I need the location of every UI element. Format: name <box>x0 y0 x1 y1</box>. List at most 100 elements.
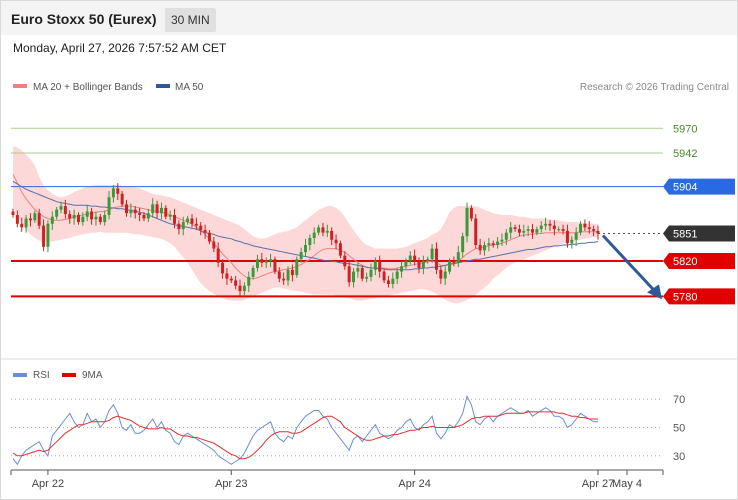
candle-body <box>539 225 543 230</box>
candle <box>334 234 338 250</box>
candle-body <box>465 207 469 237</box>
candle-body <box>583 223 587 228</box>
candle-body <box>404 260 408 267</box>
candle-body <box>76 214 80 223</box>
timeframe-badge[interactable]: 30 MIN <box>165 8 216 32</box>
candle-body <box>548 223 552 226</box>
candle-body <box>90 211 94 220</box>
candle-body <box>360 268 364 279</box>
candle <box>203 224 207 239</box>
candle-body <box>365 276 369 279</box>
candle-body <box>439 269 443 279</box>
candle <box>207 230 211 245</box>
candle <box>304 238 307 257</box>
candle-body <box>207 232 211 242</box>
rsi-line <box>12 394 598 466</box>
candle <box>277 267 281 283</box>
candle-body <box>138 213 142 215</box>
candle <box>299 247 303 263</box>
candle-body <box>264 260 268 263</box>
candle <box>186 215 190 225</box>
candle <box>260 253 264 268</box>
candle <box>164 205 168 220</box>
candle <box>382 268 386 284</box>
candle-body <box>500 239 504 242</box>
candle-body <box>94 216 98 220</box>
instrument-title: Euro Stoxx 50 (Eurex) <box>11 11 157 27</box>
candle <box>269 253 273 268</box>
candle-body <box>37 213 41 226</box>
candlesticks <box>11 183 600 297</box>
candle-body <box>286 269 290 281</box>
candle-body <box>557 229 561 231</box>
candle-body <box>474 218 478 246</box>
candle-body <box>308 237 312 246</box>
forecast-arrow-shaft <box>601 234 658 294</box>
candle-body <box>164 207 168 217</box>
candle <box>583 219 587 231</box>
candle-body <box>260 259 264 263</box>
candle <box>142 212 146 222</box>
candle <box>513 224 517 232</box>
candle <box>539 221 543 233</box>
candle <box>146 208 150 223</box>
candle <box>596 225 600 240</box>
candle-body <box>81 216 85 223</box>
candle <box>255 254 259 272</box>
candle <box>190 214 194 228</box>
candle <box>212 237 216 253</box>
candle <box>151 198 155 218</box>
candle <box>434 242 438 275</box>
candle <box>360 265 364 282</box>
level-label-box-5904 <box>663 178 735 195</box>
candle-body <box>216 248 220 263</box>
candle-body <box>20 223 24 228</box>
candle <box>561 224 565 235</box>
rsi-pane: 70 50 30 <box>11 394 685 466</box>
rsi-legend-swatch <box>13 373 27 377</box>
candle-body <box>391 278 395 284</box>
candle <box>386 276 390 288</box>
candle <box>522 224 526 238</box>
ma20-legend-swatch <box>13 84 27 88</box>
candle <box>448 258 452 275</box>
candle-body <box>426 259 430 261</box>
candle <box>347 260 351 287</box>
candle-body <box>242 285 246 292</box>
candle <box>225 268 229 285</box>
candle <box>321 222 325 237</box>
candle <box>238 279 242 296</box>
candle <box>50 211 54 230</box>
candle-body <box>526 229 530 231</box>
candle <box>72 209 76 225</box>
candle <box>491 240 495 248</box>
candle-body <box>28 218 32 221</box>
candle <box>574 227 578 246</box>
candle <box>482 241 486 256</box>
candle-body <box>574 232 578 240</box>
candle-body <box>173 214 177 224</box>
candle <box>42 219 46 252</box>
candle <box>15 210 19 228</box>
candle <box>125 199 129 217</box>
candle-body <box>269 259 273 261</box>
ma50-legend-swatch <box>156 84 170 88</box>
candle <box>308 234 312 251</box>
rsi-ma-legend-swatch <box>62 373 76 377</box>
candle-body <box>72 214 76 219</box>
candle-body <box>587 227 591 230</box>
candle-body <box>517 229 521 233</box>
candle <box>55 207 59 220</box>
candle-body <box>199 225 203 230</box>
candle <box>487 237 491 252</box>
candle-body <box>168 214 172 217</box>
x-tick-label: May 4 <box>612 478 642 490</box>
rsi-ma-legend-label: 9MA <box>82 370 103 381</box>
candle <box>592 225 596 237</box>
candle-body <box>159 207 163 214</box>
candle <box>129 203 133 218</box>
candle <box>496 237 500 249</box>
candle-body <box>461 236 465 253</box>
candle-body <box>273 259 277 272</box>
candle-body <box>146 213 150 219</box>
